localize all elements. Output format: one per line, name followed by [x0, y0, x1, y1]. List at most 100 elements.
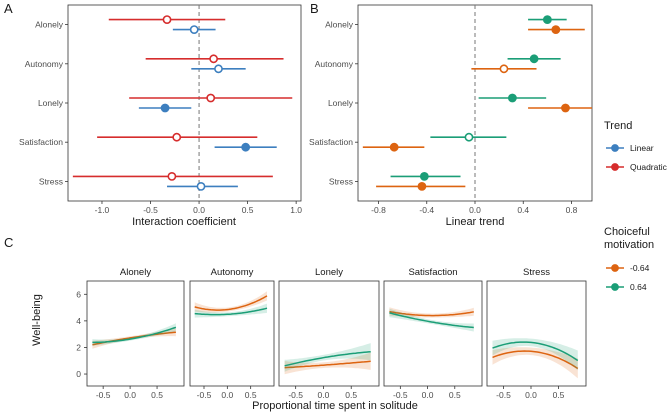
facet-alonely: Alonely -0.5 0.0 0.5 — [86, 262, 185, 400]
facet-stress-frame — [486, 280, 587, 387]
facet-autonomy-line-0-64 — [194, 307, 268, 316]
panel-b-point-0-64-alonely — [551, 25, 561, 34]
panel-a-point-linear-satisfaction — [241, 142, 251, 152]
facet-lonely-xtick-1: 0.0 — [318, 390, 330, 400]
facet-stress-strip — [487, 262, 586, 281]
facet-lonely-frame — [278, 280, 380, 387]
panel-b-ytick-alonely: Alonely — [325, 20, 354, 30]
panel-a-point-quadratic-alonely — [162, 15, 172, 24]
panel-a-ytick-autonomy: Autonomy — [25, 59, 64, 69]
panel-b-point-0-64-autonomy — [499, 64, 509, 74]
legend-trend-label-quadratic: Quadratic — [630, 162, 668, 172]
panel-b-point-0-64-lonely — [561, 103, 570, 113]
panel-a-xtick-3: 0.5 — [242, 205, 254, 215]
facet-alonely-xtick-2: 0.5 — [151, 390, 163, 400]
facet-satisfaction-line-0-64 — [389, 310, 474, 317]
legend-trend-label-linear: Linear — [630, 143, 654, 153]
facet-lonely-xtick-2: 0.5 — [345, 390, 357, 400]
panel-a-ytick-lonely: Lonely — [38, 98, 64, 108]
panel-b-xtick-2: 0.0 — [469, 205, 481, 215]
panel-a-ytick-stress: Stress — [39, 176, 63, 186]
legend-motivation-label-0-64: -0.64 — [630, 263, 650, 273]
panel-a-xtick-1: -0.5 — [143, 205, 158, 215]
facet-alonely-xtick-0: -0.5 — [96, 390, 111, 400]
facet-autonomy-xtick-2: 0.5 — [245, 390, 257, 400]
facet-satisfaction-strip — [384, 262, 482, 281]
legend-trend: Trend Linear Quadratic — [604, 120, 668, 172]
facet-lonely-xtick-0: -0.5 — [288, 390, 303, 400]
facet-autonomy-xtick-0: -0.5 — [197, 390, 212, 400]
panel-a-ytick-alonely: Alonely — [35, 20, 64, 30]
panel-b-point-0-64-stress — [419, 171, 429, 181]
facet-lonely-line-0-64 — [284, 350, 371, 367]
legend-motivation-label-0-64: 0.64 — [630, 282, 647, 292]
panel-b-xlabel: Linear trend — [446, 216, 505, 228]
facet-autonomy-frame — [189, 280, 275, 387]
panel-b-xtick-3: 0.4 — [517, 205, 529, 215]
facet-lonely-line-0-64 — [284, 360, 371, 369]
legend-motivation-title-line2: motivation — [604, 239, 654, 251]
facet-alonely-strip-label: Alonely — [120, 267, 151, 278]
facet-lonely-strip-label: Lonely — [315, 267, 343, 278]
facet-lonely: Lonely -0.5 0.0 0.5 — [278, 262, 380, 400]
facet-autonomy-strip — [190, 262, 274, 281]
facet-satisfaction-frame — [383, 280, 483, 387]
facet-alonely-frame — [86, 280, 185, 387]
panel-a-xtick-0: -1.0 — [95, 205, 110, 215]
panel-b-point-0-64-stress — [417, 181, 427, 191]
facet-stress-line-0-64 — [492, 350, 579, 370]
panel-b-xtick-4: 0.8 — [566, 205, 578, 215]
legend-motivation-key-dot-0-64 — [611, 283, 619, 291]
facet-autonomy-ribbon-0-64 — [194, 291, 267, 313]
facet-alonely-strip — [87, 262, 184, 281]
facet-stress-line-0-64 — [492, 341, 579, 362]
legend-trend-key-dot-quadratic — [611, 163, 619, 171]
facet-stress-strip-label: Stress — [523, 267, 550, 278]
panel-b-xtick-1: -0.4 — [419, 205, 434, 215]
panel-c-ytick-3: 6 — [76, 289, 81, 299]
facet-stress-ribbon-0-64 — [492, 338, 578, 371]
facet-alonely-xtick-1: 0.0 — [124, 390, 136, 400]
legend-motivation-title-line1: Choiceful — [604, 226, 650, 238]
facet-satisfaction-xtick-2: 0.5 — [449, 390, 461, 400]
legend-motivation-key-dot-0-64 — [611, 264, 619, 272]
panel-b-point-0-64-satisfaction — [389, 142, 399, 152]
legend-trend-title: Trend — [604, 120, 632, 132]
panel-tag-a: A — [4, 1, 13, 16]
panel-tag-b: B — [310, 1, 319, 16]
panel-tag-c: C — [4, 235, 13, 250]
panel-a-xlabel: Interaction coefficient — [132, 216, 236, 228]
panel-a-ytick-satisfaction: Satisfaction — [19, 137, 63, 147]
panel-a-point-linear-autonomy — [214, 64, 223, 74]
panel-b-ytick-autonomy: Autonomy — [315, 59, 354, 69]
panel-c-xlabel: Proportional time spent in solitude — [252, 400, 418, 412]
panel-b-ytick-stress: Stress — [329, 176, 353, 186]
facet-stress-ribbon-0-64 — [492, 347, 578, 379]
panel-b-series-0-64 — [390, 15, 567, 181]
panel-b-point-0-64-alonely — [542, 15, 552, 24]
panel-b-ytick-lonely: Lonely — [328, 98, 354, 108]
facet-autonomy-strip-label: Autonomy — [211, 267, 254, 278]
panel-b-point-0-64-lonely — [507, 93, 517, 103]
facet-satisfaction-xtick-1: 0.0 — [422, 390, 434, 400]
panel-c-ytick-2: 4 — [76, 316, 81, 326]
panel-b-xtick-0: -0.8 — [371, 205, 386, 215]
facet-satisfaction-xtick-0: -0.5 — [393, 390, 408, 400]
facet-autonomy-line-0-64 — [194, 295, 268, 311]
panel-a-series-linear — [138, 25, 277, 191]
panel-b-point-0-64-satisfaction — [464, 132, 474, 142]
panel-a-point-linear-stress — [196, 181, 206, 191]
panel-a-xtick-4: 1.0 — [290, 205, 302, 215]
facet-alonely-line-0-64 — [92, 326, 177, 344]
facet-lonely-ribbon-0-64 — [284, 352, 371, 375]
panel-a-point-linear-alonely — [189, 25, 199, 34]
facet-autonomy: Autonomy -0.5 0.0 0.5 — [189, 262, 275, 400]
panel-a-point-quadratic-autonomy — [209, 54, 219, 64]
panel-a-point-quadratic-satisfaction — [172, 132, 182, 142]
legend-motivation: Choiceful motivation -0.64 0.64 — [604, 226, 654, 292]
panel-b-series-0-64 — [362, 25, 592, 191]
facet-satisfaction-strip-label: Satisfaction — [408, 267, 457, 278]
panel-b-ytick-satisfaction: Satisfaction — [309, 137, 353, 147]
